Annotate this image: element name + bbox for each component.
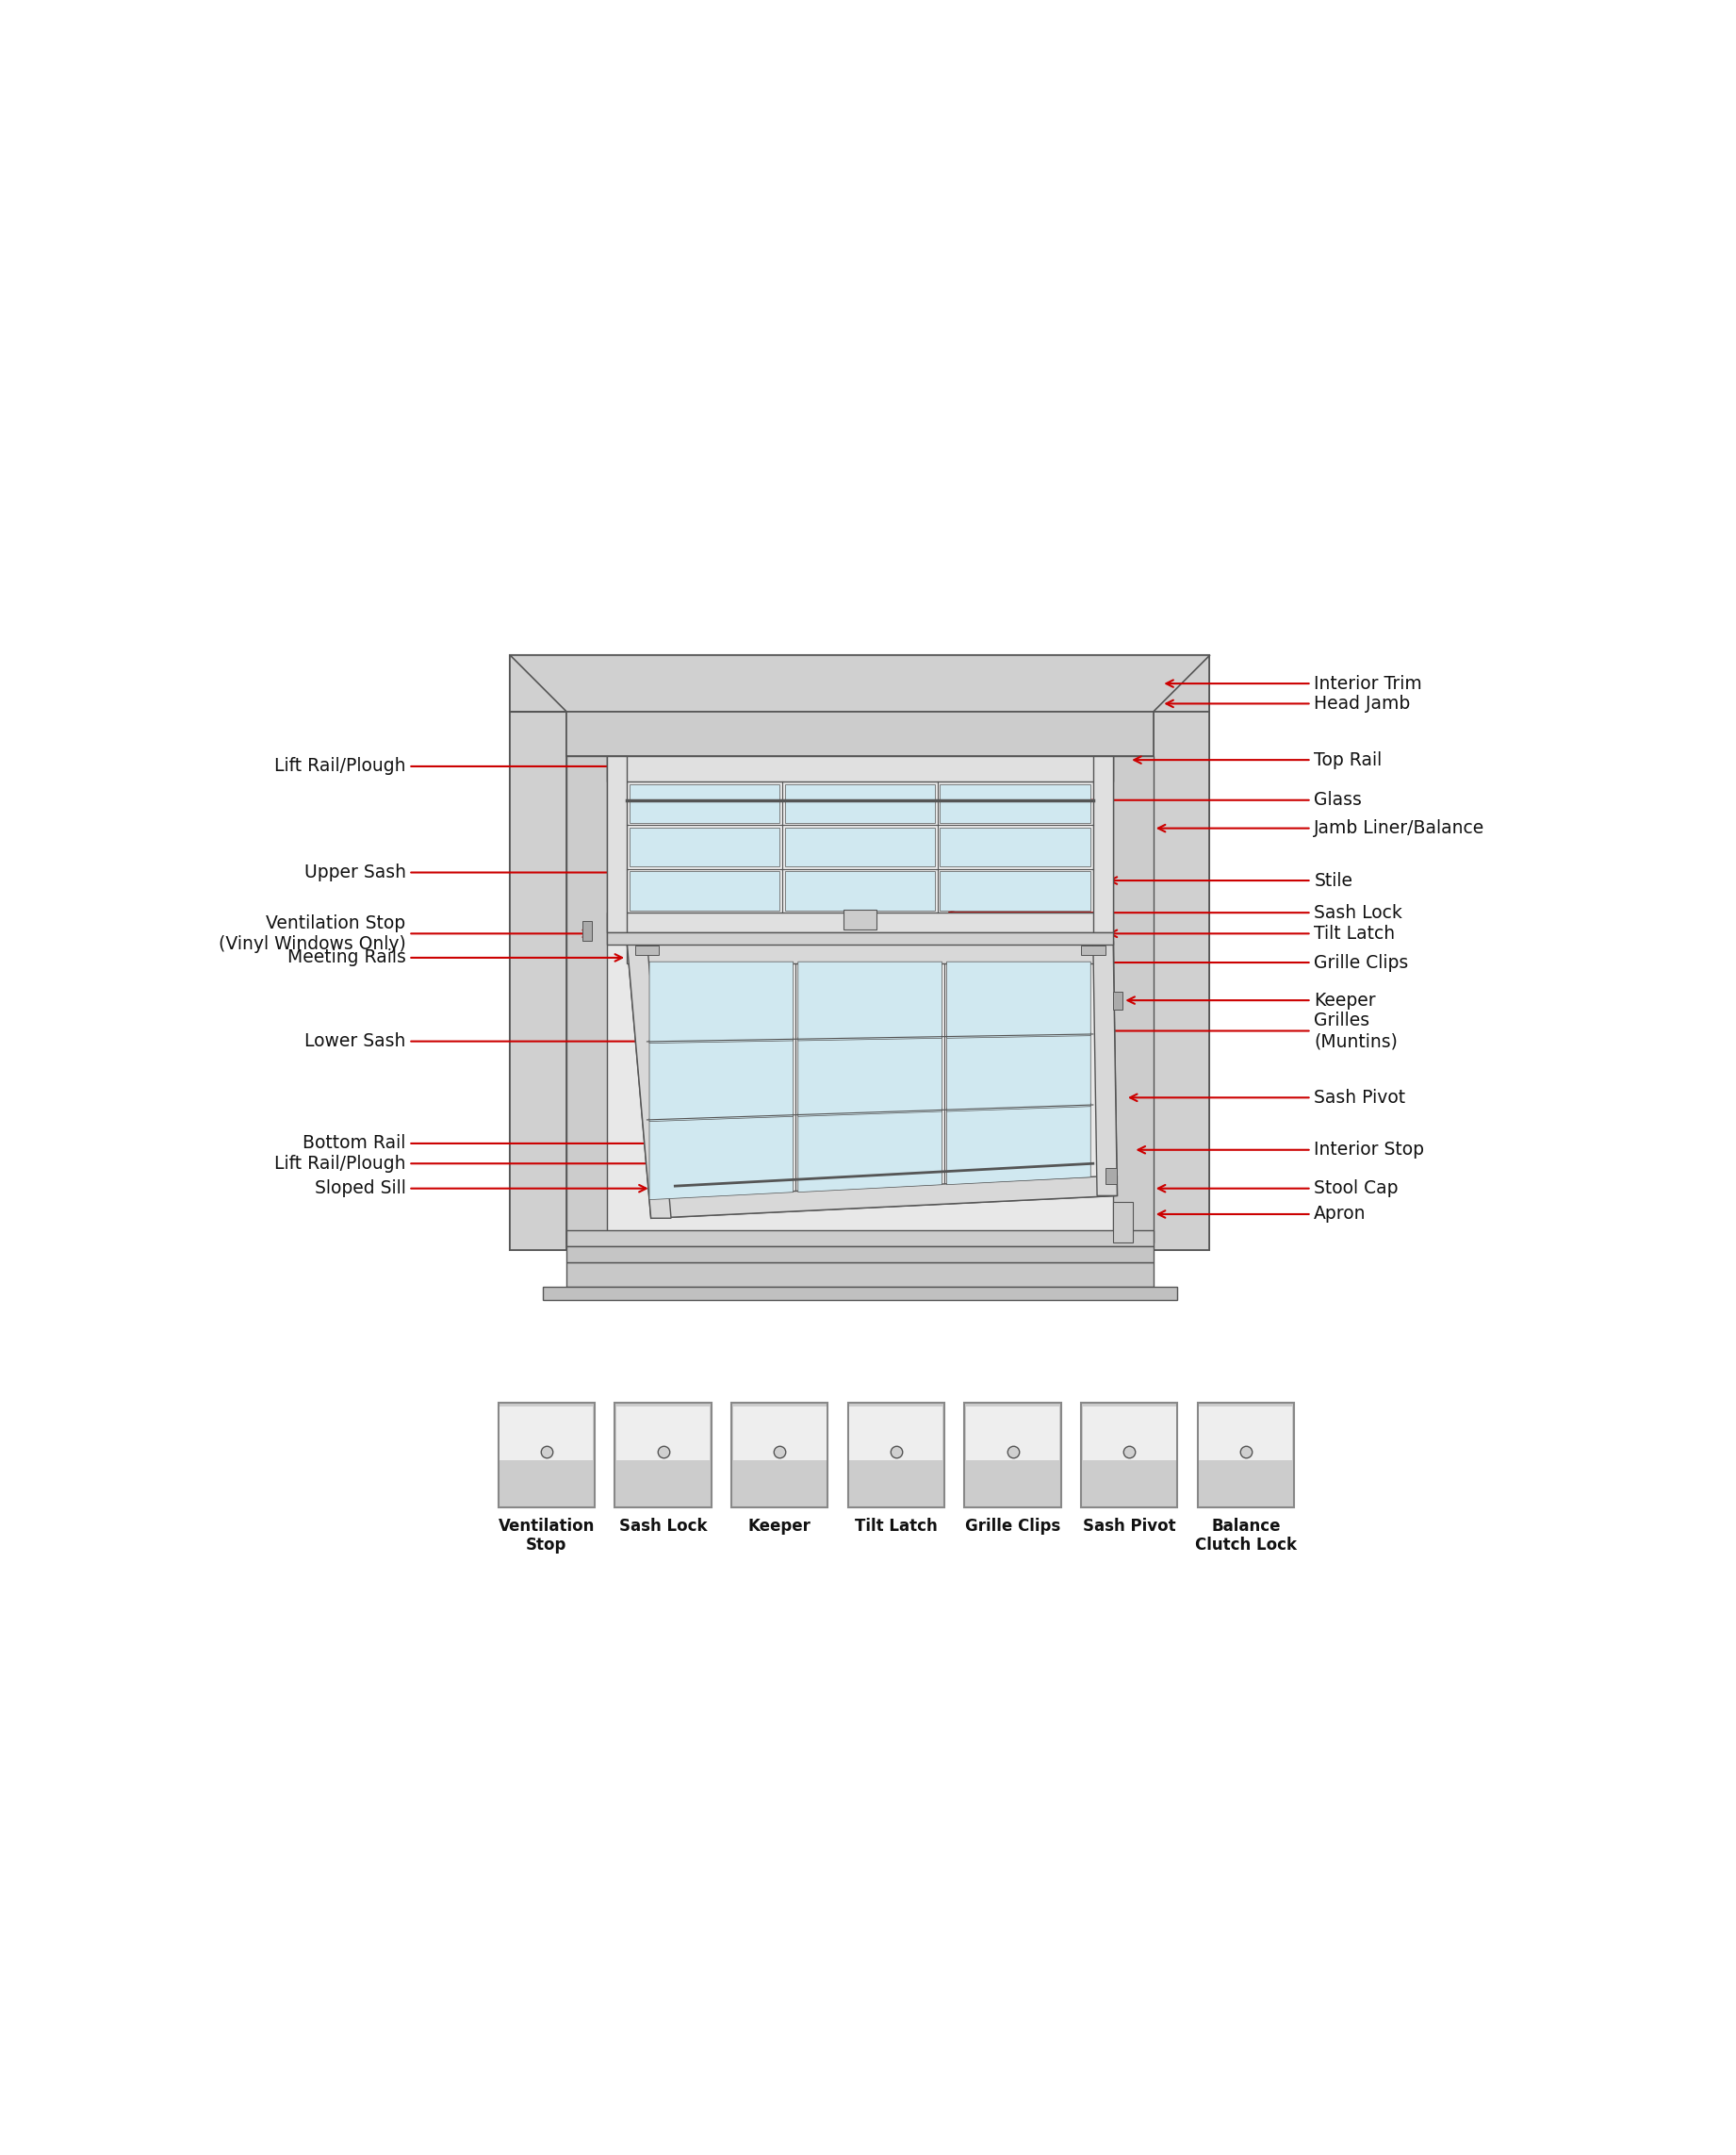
Text: Bottom Rail: Bottom Rail (302, 1134, 658, 1153)
Bar (731, 1403, 828, 1508)
Text: Lift Rail/Plough: Lift Rail/Plough (274, 756, 618, 776)
Polygon shape (649, 961, 793, 1043)
Polygon shape (566, 1246, 1153, 1263)
Bar (608, 914, 1113, 933)
Bar (941, 828, 1090, 866)
Polygon shape (566, 1231, 1153, 1246)
Text: Ventilation Stop
(Vinyl Windows Only): Ventilation Stop (Vinyl Windows Only) (219, 914, 590, 953)
Bar (635, 946, 660, 955)
Bar (785, 828, 936, 866)
Text: Grilles
(Muntins): Grilles (Muntins) (1069, 1011, 1397, 1049)
Text: Keeper: Keeper (748, 1517, 811, 1534)
Text: Tilt Latch: Tilt Latch (1109, 924, 1396, 942)
Text: Jamb Liner/Balance: Jamb Liner/Balance (1158, 819, 1484, 836)
Text: Top Rail: Top Rail (1134, 750, 1382, 769)
Polygon shape (566, 756, 608, 1241)
Polygon shape (510, 711, 566, 1250)
Text: Sash Lock: Sash Lock (620, 1517, 707, 1534)
Polygon shape (649, 1114, 793, 1200)
Text: Lower Sash: Lower Sash (304, 1032, 646, 1049)
Bar (941, 784, 1090, 823)
Polygon shape (946, 961, 1090, 1039)
Text: Interior Stop: Interior Stop (1139, 1140, 1424, 1159)
Polygon shape (627, 942, 672, 1218)
Bar (500, 1407, 594, 1461)
Bar (498, 1403, 595, 1508)
Bar (1113, 991, 1123, 1009)
Bar (844, 909, 877, 929)
Polygon shape (510, 655, 1210, 711)
Bar (616, 1407, 710, 1461)
Text: Lift Rail/Plough: Lift Rail/Plough (274, 1155, 654, 1172)
Bar (849, 1407, 943, 1461)
Polygon shape (799, 1108, 943, 1192)
Polygon shape (566, 711, 1153, 756)
Bar (1113, 1202, 1134, 1241)
Bar (1094, 756, 1113, 933)
Bar (1106, 1168, 1118, 1183)
Polygon shape (649, 1037, 793, 1121)
Polygon shape (946, 1032, 1090, 1112)
Text: Sloped Sill: Sloped Sill (314, 1179, 646, 1198)
Bar (847, 1403, 944, 1508)
Text: Tilt Latch: Tilt Latch (854, 1517, 937, 1534)
Bar (1082, 1403, 1177, 1508)
Polygon shape (566, 1263, 1153, 1287)
Polygon shape (946, 1103, 1090, 1185)
Text: Grille Clips: Grille Clips (1078, 953, 1408, 972)
Bar (785, 871, 936, 909)
Polygon shape (651, 1177, 1118, 1218)
Text: Head Jamb: Head Jamb (1167, 694, 1410, 713)
Text: Sash Lock: Sash Lock (950, 903, 1403, 922)
Bar (965, 1407, 1059, 1461)
Bar (785, 784, 936, 823)
Polygon shape (799, 961, 943, 1041)
Text: Apron: Apron (1158, 1205, 1366, 1224)
Polygon shape (1094, 942, 1118, 1196)
Text: Stool Cap: Stool Cap (1158, 1179, 1399, 1198)
Bar (941, 871, 1090, 909)
Text: Sash Pivot: Sash Pivot (1083, 1517, 1175, 1534)
Bar (1200, 1407, 1292, 1461)
Bar (1198, 1403, 1293, 1508)
Text: Glass: Glass (1078, 791, 1363, 808)
Bar (628, 784, 779, 823)
Text: Interior Trim: Interior Trim (1167, 675, 1422, 692)
Polygon shape (799, 1034, 943, 1116)
Polygon shape (542, 1287, 1177, 1299)
Text: Stile: Stile (1109, 871, 1352, 890)
Text: Balance
Clutch Lock: Balance Clutch Lock (1194, 1517, 1297, 1554)
Bar (608, 756, 1113, 782)
Bar (608, 756, 627, 933)
Text: Sash Pivot: Sash Pivot (1130, 1088, 1406, 1106)
Polygon shape (627, 942, 1118, 1218)
Bar (628, 871, 779, 909)
Bar (1083, 1407, 1175, 1461)
Bar (615, 1403, 712, 1508)
Bar (628, 828, 779, 866)
Text: Grille Clips: Grille Clips (965, 1517, 1061, 1534)
Text: Keeper: Keeper (1128, 991, 1377, 1009)
Polygon shape (627, 942, 1113, 963)
Bar (965, 1403, 1061, 1508)
Bar (1082, 946, 1106, 955)
Text: Ventilation
Stop: Ventilation Stop (498, 1517, 595, 1554)
Text: Meeting Rails: Meeting Rails (286, 948, 621, 968)
Bar (583, 920, 592, 942)
Polygon shape (510, 655, 1210, 1250)
Bar (733, 1407, 826, 1461)
Polygon shape (1153, 711, 1210, 1250)
Polygon shape (1113, 756, 1153, 1241)
Polygon shape (608, 933, 1113, 944)
Text: Upper Sash: Upper Sash (304, 864, 618, 881)
